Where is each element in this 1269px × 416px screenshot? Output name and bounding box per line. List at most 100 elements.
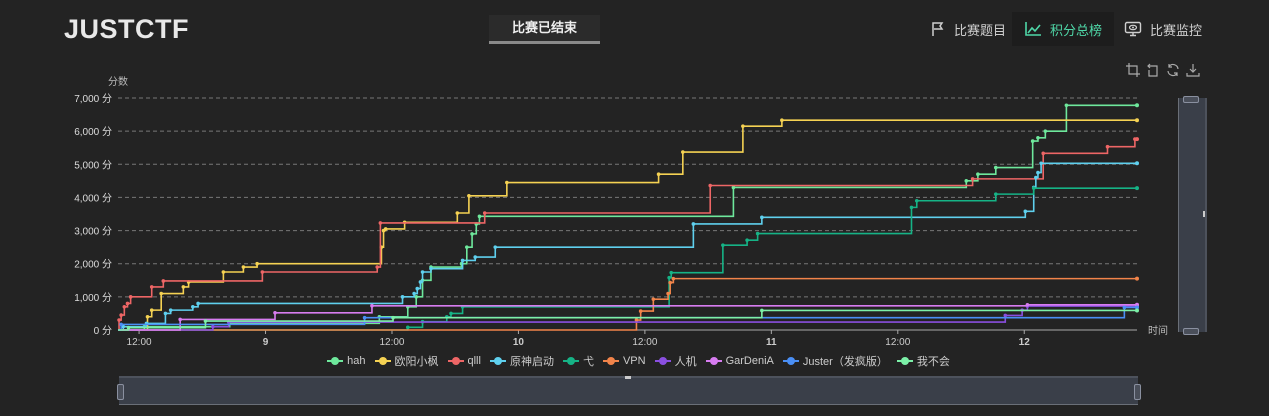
data-point[interactable] [993, 192, 998, 196]
data-point[interactable] [449, 311, 453, 316]
legend-item[interactable]: 欧阳小枫 [374, 353, 439, 369]
data-point[interactable] [760, 308, 764, 313]
legend-item[interactable]: 人机 [654, 353, 697, 369]
data-point[interactable] [1023, 209, 1028, 214]
nav-monitor[interactable]: 比赛监控 [1112, 12, 1214, 46]
series-line[interactable] [118, 309, 1137, 331]
data-point-end[interactable] [1135, 137, 1139, 142]
data-point[interactable] [414, 295, 419, 299]
data-point[interactable] [1039, 161, 1043, 166]
data-point[interactable] [477, 214, 482, 219]
data-point[interactable] [721, 243, 725, 247]
data-point[interactable] [970, 177, 975, 181]
data-point[interactable] [191, 305, 195, 309]
legend-item[interactable]: qlll [447, 353, 481, 369]
legend-item[interactable]: 原神启动 [489, 353, 554, 369]
legend-item[interactable]: 我不会 [896, 353, 950, 369]
data-point[interactable] [412, 291, 416, 296]
data-point[interactable] [473, 255, 478, 259]
data-point[interactable] [1031, 186, 1036, 190]
legend-item[interactable]: 弋 [562, 353, 594, 369]
data-point[interactable] [1041, 151, 1046, 156]
data-point[interactable] [122, 305, 127, 309]
data-point[interactable] [914, 198, 919, 203]
data-point[interactable] [126, 325, 131, 330]
data-point[interactable] [178, 317, 182, 322]
data-point-end[interactable] [1135, 276, 1139, 281]
data-point[interactable] [168, 308, 173, 312]
data-point[interactable] [1043, 129, 1048, 133]
data-point[interactable] [181, 285, 186, 289]
zoom-reset-icon[interactable] [1146, 63, 1160, 77]
data-point-end[interactable] [1135, 305, 1139, 310]
data-point[interactable] [667, 275, 671, 280]
data-point[interactable] [656, 172, 661, 177]
data-point[interactable] [470, 232, 474, 236]
data-point[interactable] [669, 270, 674, 275]
data-point-end[interactable] [1135, 308, 1139, 313]
data-point[interactable] [149, 285, 154, 289]
data-point[interactable] [671, 276, 676, 281]
data-point-end[interactable] [1135, 118, 1139, 123]
data-point[interactable] [145, 314, 150, 319]
data-point[interactable] [1003, 313, 1008, 318]
x-datazoom-slider[interactable] [117, 376, 1141, 405]
contest-status-tab[interactable]: 比赛已结束 [489, 15, 600, 44]
data-point[interactable] [634, 318, 639, 322]
x-slider-drag-handle[interactable] [625, 376, 631, 379]
y-slider-top-handle[interactable] [1183, 96, 1199, 103]
data-point[interactable] [1036, 135, 1040, 140]
series-line[interactable] [118, 187, 1137, 331]
data-point[interactable] [666, 291, 670, 296]
data-point[interactable] [415, 286, 420, 291]
data-point[interactable] [668, 280, 672, 285]
data-point[interactable] [651, 297, 656, 301]
data-point[interactable] [691, 222, 696, 226]
data-point[interactable] [505, 180, 509, 185]
data-point[interactable] [760, 215, 764, 220]
data-point[interactable] [405, 325, 410, 330]
data-point[interactable] [464, 245, 469, 249]
data-point-end[interactable] [1135, 103, 1139, 108]
data-point[interactable] [681, 150, 685, 154]
data-point[interactable] [976, 172, 980, 177]
nav-scoreboard[interactable]: 积分总榜 [1012, 12, 1115, 46]
data-point-end[interactable] [1135, 161, 1139, 166]
nav-challenges[interactable]: 比赛题目 [918, 12, 1018, 46]
legend-item[interactable]: VPN [602, 353, 646, 369]
data-point[interactable] [196, 301, 200, 306]
data-point-end[interactable] [1135, 186, 1139, 191]
data-point[interactable] [482, 211, 487, 215]
data-point[interactable] [221, 270, 226, 274]
data-point[interactable] [260, 270, 265, 274]
data-point[interactable] [455, 211, 460, 215]
y-slider-bottom-handle[interactable] [1183, 328, 1199, 335]
legend-item[interactable]: hah [327, 353, 366, 369]
data-point[interactable] [1036, 170, 1040, 175]
data-point[interactable] [391, 315, 395, 320]
data-point[interactable] [400, 295, 405, 299]
data-point[interactable] [420, 270, 425, 274]
data-point[interactable] [755, 231, 760, 236]
data-point[interactable] [161, 279, 166, 283]
data-point[interactable] [125, 301, 130, 306]
data-point[interactable] [362, 315, 367, 320]
data-point[interactable] [1034, 175, 1038, 180]
data-point[interactable] [418, 280, 423, 284]
data-point[interactable] [211, 324, 215, 329]
data-point[interactable] [1105, 144, 1110, 149]
zoom-icon[interactable] [1126, 63, 1140, 77]
data-point[interactable] [159, 291, 164, 296]
data-point[interactable] [964, 179, 969, 183]
data-point[interactable] [119, 313, 123, 317]
data-point[interactable] [383, 227, 388, 231]
x-slider-start-handle[interactable] [117, 384, 124, 400]
data-point[interactable] [121, 324, 126, 329]
data-point[interactable] [128, 295, 133, 299]
series-line[interactable] [118, 138, 1137, 331]
data-point[interactable] [1122, 305, 1127, 310]
data-point[interactable] [149, 308, 154, 312]
data-point[interactable] [119, 322, 123, 327]
data-point[interactable] [993, 165, 998, 170]
data-point[interactable] [241, 265, 246, 269]
